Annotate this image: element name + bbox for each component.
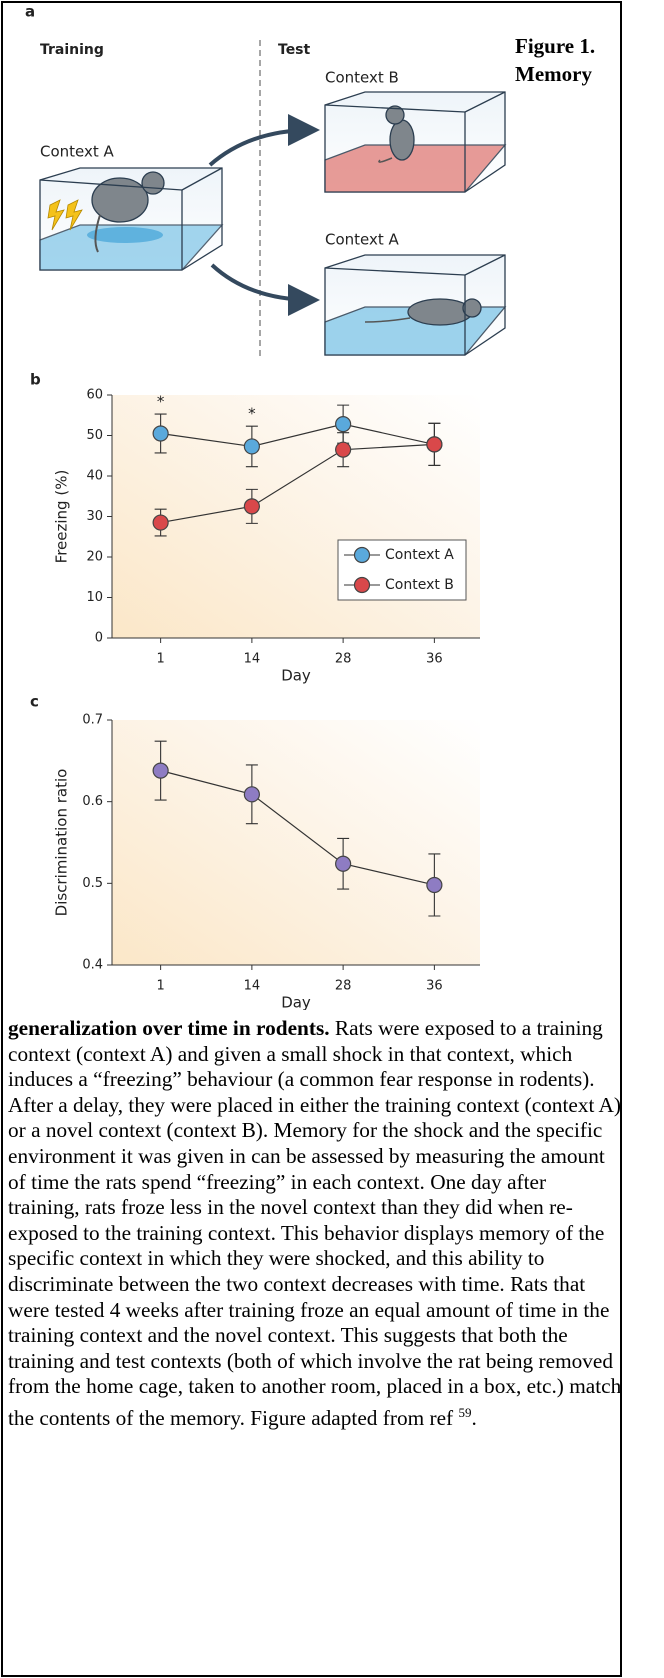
panel-label: b (30, 371, 41, 389)
marker (243, 786, 260, 803)
y-tick-label: 0 (95, 631, 103, 646)
context-b-box (324, 91, 507, 193)
x-tick-label: 1 (156, 979, 164, 994)
arrow (208, 114, 320, 167)
series-line (160, 423, 435, 448)
figure: a Training Test Figure 1. Memory Context… (25, 3, 595, 1011)
figure-title: Figure 1. (515, 34, 595, 58)
figure-title: Memory (515, 62, 592, 86)
x-axis-label: Day (281, 994, 311, 1011)
y-tick-label: 0.5 (82, 876, 103, 891)
marker (353, 546, 371, 564)
marker (426, 876, 443, 894)
legend-label: Context B (385, 577, 454, 593)
context-label: Context B (325, 69, 399, 87)
frame (1, 1, 622, 1677)
y-tick-label: 0.4 (82, 958, 103, 973)
y-tick-label: 10 (86, 590, 103, 605)
annotation: * (248, 405, 256, 423)
marker (335, 855, 352, 872)
y-tick-label: 30 (86, 509, 103, 524)
series-line (160, 443, 435, 524)
y-tick-label: 50 (86, 428, 103, 443)
context-a-box (324, 254, 507, 356)
marker (335, 416, 352, 433)
y-axis-label: Discrimination ratio (53, 769, 71, 917)
arrow (210, 263, 320, 316)
annotation: * (157, 393, 165, 411)
y-tick-label: 20 (86, 550, 103, 565)
marker (152, 762, 169, 779)
marker (152, 425, 169, 442)
plot-background (112, 720, 480, 965)
x-tick-label: 14 (244, 979, 261, 994)
legend-label: Context A (385, 547, 454, 563)
x-tick-label: 36 (426, 652, 443, 667)
x-tick-label: 14 (244, 652, 261, 667)
marker (243, 438, 260, 455)
x-tick-label: 28 (335, 652, 352, 667)
caption-text: Rats were exposed to a training context … (8, 1016, 622, 1430)
context-label: Context A (325, 231, 400, 249)
caption-ref: 59 (458, 1404, 472, 1420)
marker (353, 576, 371, 594)
x-axis-label: Day (281, 667, 311, 685)
y-tick-label: 60 (86, 388, 103, 403)
panel-label: a (25, 3, 35, 21)
x-tick-label: 28 (335, 979, 352, 994)
y-tick-label: 40 (86, 469, 103, 484)
caption-end: . (471, 1406, 477, 1430)
marker (335, 441, 352, 458)
training-box (39, 167, 224, 271)
x-tick-label: 36 (426, 979, 443, 994)
context-label: Context A (40, 143, 115, 161)
marker (152, 514, 169, 531)
caption: generalization over time in rodents. Rat… (8, 1016, 622, 1432)
y-tick-label: 0.6 (82, 794, 103, 809)
training-label: Training (40, 42, 104, 58)
caption-bold: generalization over time in rodents. (8, 1016, 330, 1040)
x-tick-label: 1 (156, 652, 164, 667)
series-line (160, 770, 435, 886)
panel-label: c (30, 693, 39, 711)
y-axis-label: Freezing (%) (53, 470, 71, 564)
test-label: Test (278, 42, 311, 58)
y-tick-label: 0.7 (82, 713, 103, 728)
marker (243, 498, 260, 515)
marker (426, 436, 443, 453)
